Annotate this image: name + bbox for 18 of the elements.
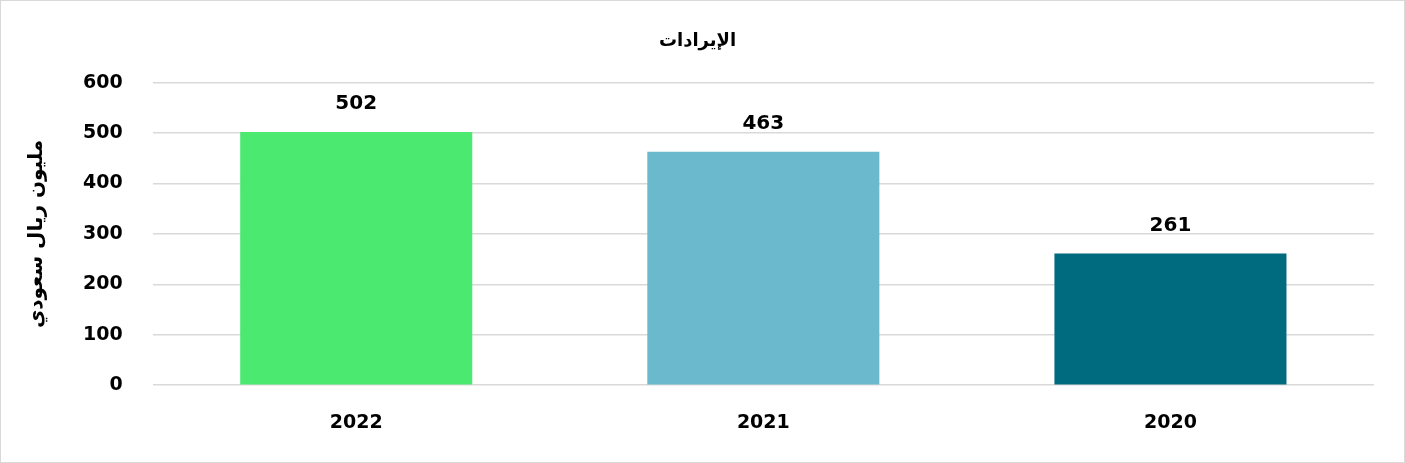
data-label: 261: [1149, 211, 1192, 236]
y-tick-label: 100: [82, 321, 123, 344]
bar: [647, 151, 880, 385]
data-label: 463: [742, 109, 785, 134]
bar: [240, 132, 473, 385]
y-tick-label: 0: [109, 372, 123, 395]
x-tick-label: 2020: [1144, 409, 1197, 432]
x-tick-label: 2022: [329, 409, 383, 432]
chart-title: الإيرادات: [658, 29, 737, 52]
bar: [1054, 253, 1287, 385]
x-tick-label: 2021: [736, 409, 790, 432]
y-tick-label: 400: [82, 170, 123, 193]
data-label: 502: [335, 90, 378, 115]
y-tick-label: 300: [82, 220, 123, 243]
y-tick-label: 200: [82, 271, 123, 294]
y-axis-title: مليون ريال سعودي: [23, 139, 49, 329]
y-tick-label: 600: [82, 69, 123, 92]
y-tick-label: 500: [82, 119, 123, 142]
